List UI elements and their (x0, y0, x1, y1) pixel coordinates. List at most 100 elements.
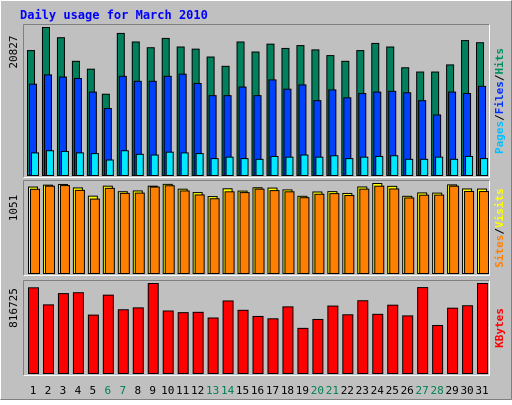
bottom-bars (28, 283, 489, 375)
kbytes-bar-8 (132, 307, 144, 375)
sites-bar-17 (269, 190, 280, 274)
day-label-26: 26 (401, 384, 414, 397)
kbytes-bar-25 (387, 304, 399, 374)
sites-bar-6 (104, 187, 115, 274)
pages-bar-24 (375, 155, 384, 176)
day-label-31: 31 (475, 384, 488, 397)
kbytes-bar-28 (432, 324, 444, 375)
sites-bar-8 (134, 192, 145, 274)
pages-bar-19 (300, 154, 309, 176)
bottom-panel: 816725 KBytes (7, 280, 506, 376)
pages-bar-22 (345, 158, 354, 176)
sites-bar-16 (254, 188, 265, 274)
sites-bar-11 (179, 190, 190, 274)
kbytes-bar-30 (462, 305, 474, 374)
day-label-13: 13 (206, 384, 219, 397)
middle-bars (28, 183, 490, 275)
day-label-2: 2 (45, 384, 52, 397)
top-legend-part: Files (493, 81, 506, 114)
day-label-20: 20 (311, 384, 324, 397)
kbytes-bar-24 (372, 313, 384, 374)
pages-bar-1 (31, 152, 39, 176)
middle-max-label: 1051 (7, 195, 20, 222)
pages-bar-17 (270, 155, 279, 176)
kbytes-bar-2 (42, 304, 54, 375)
pages-bar-23 (360, 156, 369, 177)
day-label-30: 30 (460, 384, 473, 397)
sites-bar-19 (299, 197, 310, 275)
pages-bar-25 (390, 155, 399, 177)
pages-bar-16 (255, 158, 264, 177)
pages-bar-2 (45, 150, 54, 176)
sites-bar-10 (164, 185, 175, 274)
kbytes-bar-16 (252, 315, 264, 374)
kbytes-bar-13 (207, 317, 219, 374)
pages-bar-30 (465, 155, 474, 176)
day-label-7: 7 (119, 384, 126, 397)
sites-bar-23 (359, 188, 370, 274)
pages-bar-28 (435, 156, 444, 177)
day-label-22: 22 (341, 384, 354, 397)
sites-bar-1 (30, 188, 40, 275)
pages-bar-11 (180, 152, 189, 176)
sites-bar-18 (284, 191, 295, 275)
sites-bar-3 (59, 185, 70, 274)
sites-bar-25 (389, 188, 400, 274)
pages-bar-26 (405, 158, 414, 177)
pages-bar-12 (195, 153, 204, 177)
pages-bar-29 (450, 158, 459, 177)
top-bars (27, 27, 489, 177)
kbytes-bar-31 (477, 283, 489, 374)
sites-bar-9 (149, 186, 160, 275)
day-label-18: 18 (281, 384, 294, 397)
bottom-series-legend: KBytes (493, 308, 506, 348)
top-legend-part: Pages (493, 121, 506, 154)
middle-legend-part: / (493, 228, 506, 235)
kbytes-bar-23 (357, 300, 369, 375)
top-max-label: 20827 (7, 35, 20, 68)
sites-bar-13 (209, 198, 220, 274)
day-label-9: 9 (149, 384, 156, 397)
middle-panel: 1051 Sites/Visits (7, 180, 506, 276)
kbytes-bar-1 (28, 287, 39, 374)
day-label-25: 25 (386, 384, 399, 397)
day-label-3: 3 (60, 384, 67, 397)
kbytes-bar-17 (267, 318, 279, 375)
sites-bar-4 (74, 189, 85, 274)
pages-bar-27 (420, 158, 429, 177)
pages-bar-8 (135, 153, 144, 176)
pages-bar-3 (60, 150, 69, 176)
sites-bar-20 (314, 193, 325, 274)
sites-bar-30 (464, 190, 475, 274)
day-label-24: 24 (371, 384, 385, 397)
day-label-28: 28 (431, 384, 444, 397)
pages-bar-6 (105, 159, 114, 176)
sites-bar-31 (479, 191, 490, 275)
day-label-10: 10 (161, 384, 174, 397)
kbytes-bar-11 (177, 312, 189, 374)
sites-bar-27 (419, 194, 430, 275)
day-label-6: 6 (105, 384, 112, 397)
kbytes-bar-18 (282, 306, 294, 374)
sites-bar-7 (119, 192, 130, 275)
bottom-max-label: 816725 (7, 288, 20, 328)
sites-bar-12 (194, 194, 205, 274)
pages-bar-14 (225, 156, 234, 177)
kbytes-bar-10 (162, 310, 174, 375)
pages-bar-31 (480, 158, 489, 176)
pages-bar-21 (330, 155, 339, 177)
top-legend-part: / (493, 114, 506, 121)
top-legend-part: / (493, 74, 506, 81)
kbytes-bar-9 (147, 283, 159, 374)
sites-bar-5 (89, 198, 100, 274)
pages-bar-5 (90, 153, 99, 177)
day-label-19: 19 (296, 384, 309, 397)
kbytes-bar-29 (447, 307, 459, 375)
day-label-15: 15 (236, 384, 249, 397)
pages-bar-13 (210, 158, 219, 176)
sites-bar-14 (224, 191, 235, 275)
pages-bar-10 (165, 151, 174, 177)
pages-bar-4 (75, 152, 84, 176)
